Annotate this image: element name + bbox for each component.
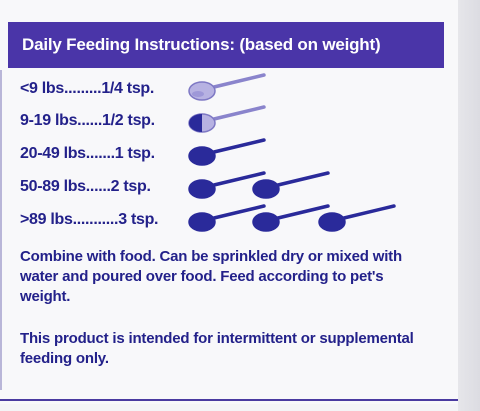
- feeding-instructions-panel: Daily Feeding Instructions: (based on we…: [0, 0, 461, 404]
- teaspoon-full-icon: [188, 204, 266, 232]
- teaspoon-full-icon: [188, 171, 266, 199]
- dosage-row-50-89: 50-89 lbs......2 tsp.: [20, 172, 151, 202]
- teaspoon-full-icon: [252, 204, 330, 232]
- teaspoon-half-icon: [188, 105, 266, 133]
- background-edge: [458, 0, 480, 411]
- usage-instructions: Combine with food. Can be sprinkled dry …: [20, 248, 402, 305]
- dosage-label: >89 lbs...........3 tsp.: [20, 211, 159, 228]
- panel-bottom-border: [0, 399, 458, 401]
- dosage-label: <9 lbs.........1/4 tsp.: [20, 80, 155, 97]
- teaspoon-full-icon: [318, 204, 396, 232]
- teaspoon-full-icon: [188, 138, 266, 166]
- dosage-label: 20-49 lbs.......1 tsp.: [20, 145, 155, 162]
- dosage-row-over-89: >89 lbs...........3 tsp.: [20, 205, 159, 235]
- header-title: Daily Feeding Instructions: (based on we…: [22, 35, 381, 54]
- dosage-row-under-9: <9 lbs.........1/4 tsp.: [20, 74, 154, 104]
- dosage-label: 9-19 lbs......1/2 tsp.: [20, 112, 155, 129]
- dosage-label: 50-89 lbs......2 tsp.: [20, 178, 151, 195]
- teaspoon-full-icon: [252, 171, 330, 199]
- dosage-row-9-19: 9-19 lbs......1/2 tsp.: [20, 106, 155, 136]
- instructions-header: Daily Feeding Instructions: (based on we…: [8, 22, 444, 68]
- panel-left-border: [0, 70, 2, 390]
- supplemental-disclaimer: This product is intended for intermitten…: [20, 330, 414, 367]
- dosage-row-20-49: 20-49 lbs.......1 tsp.: [20, 139, 155, 169]
- teaspoon-quarter-icon: [188, 73, 266, 101]
